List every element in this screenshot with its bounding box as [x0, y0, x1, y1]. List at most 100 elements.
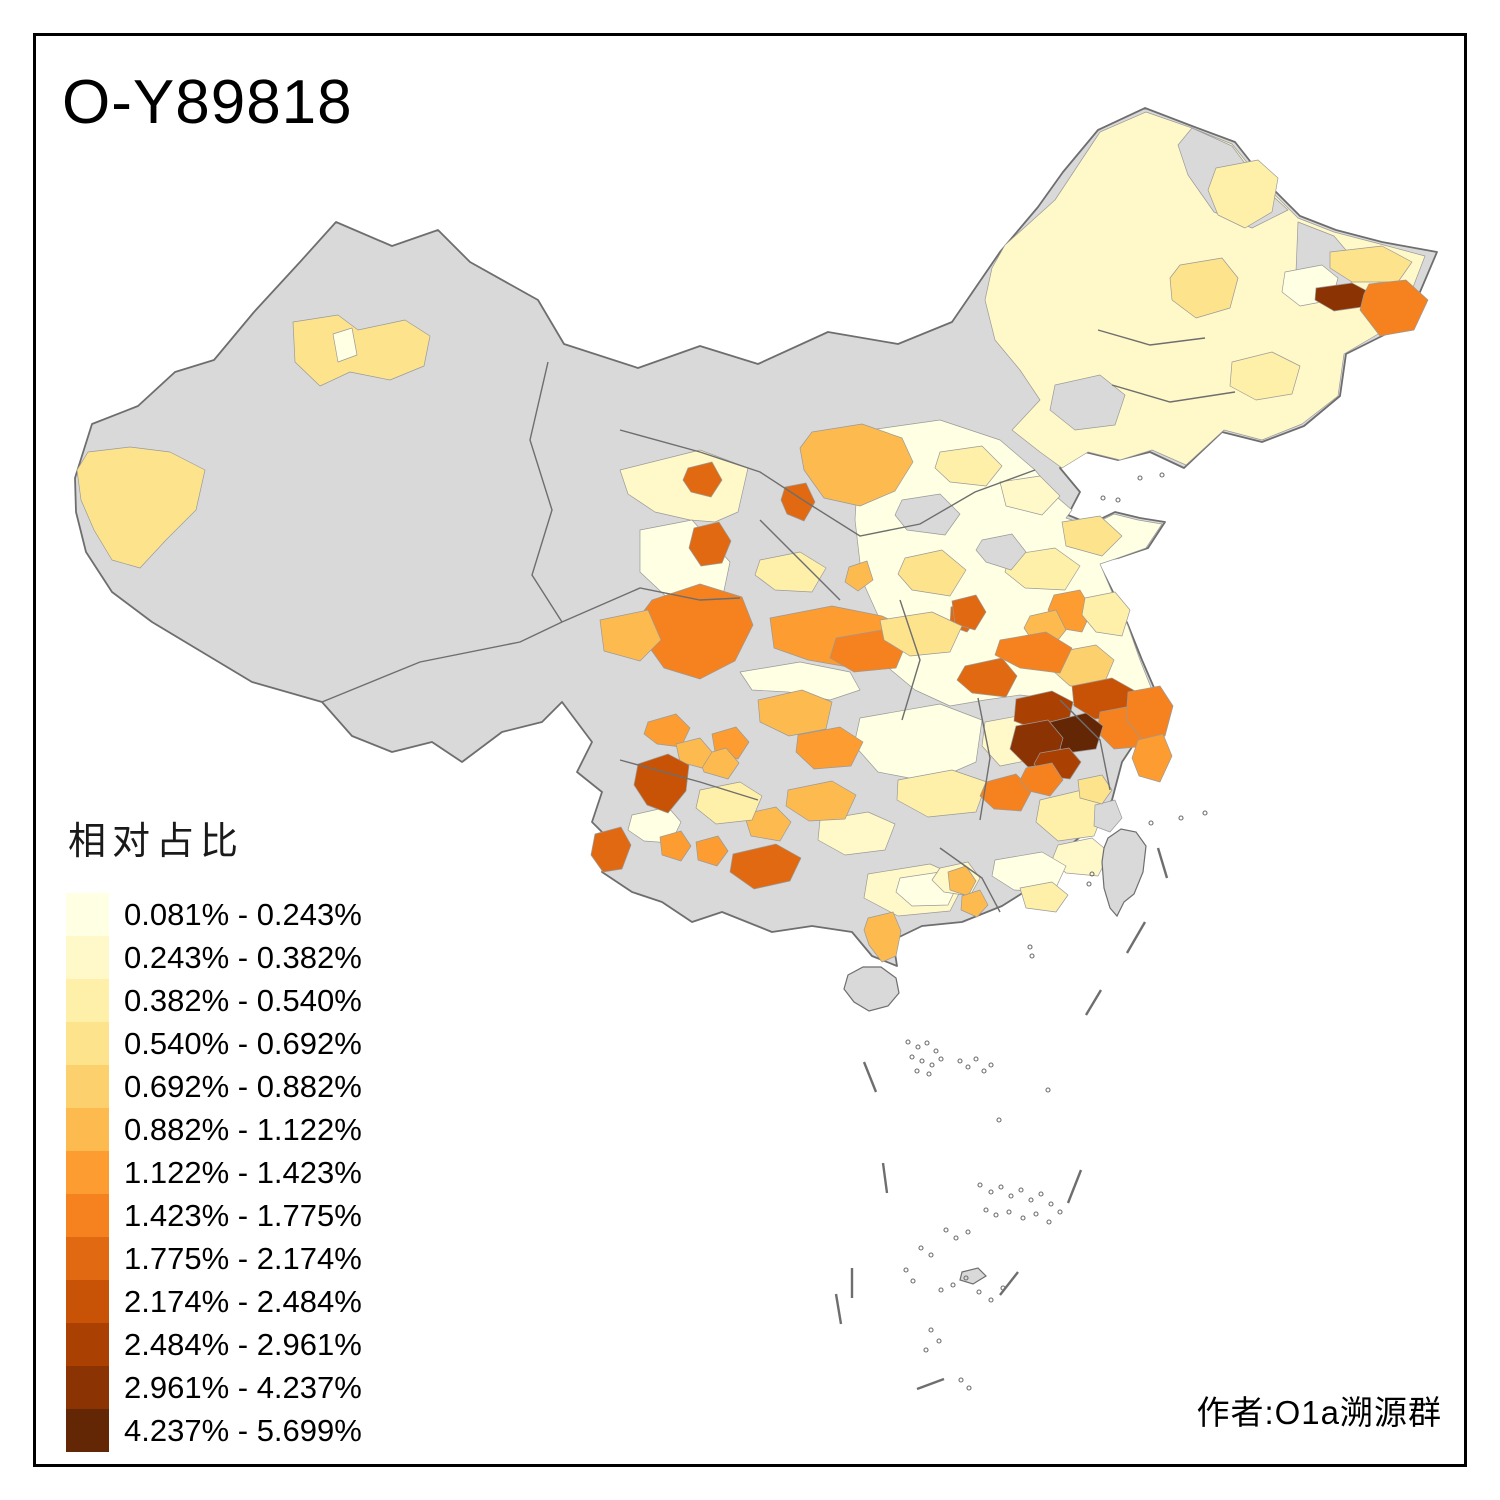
legend-label: 1.122% - 1.423%	[124, 1154, 362, 1190]
legend-label: 0.692% - 0.882%	[124, 1068, 362, 1104]
province-border-line	[899, 599, 921, 721]
map-region-xinjiang-north-cream	[332, 327, 358, 363]
nine-dash-segment	[862, 1061, 878, 1093]
small-island-dot	[950, 1282, 956, 1288]
map-region-zhejiang-south-orange	[1131, 733, 1173, 783]
map-region-zhejiang-coast-orange	[1125, 685, 1174, 742]
legend-swatch	[66, 1022, 109, 1065]
map-region-xinjiang-north-yellow	[292, 314, 431, 387]
map-region-hubei-west-yellow	[879, 611, 963, 657]
legend-title: 相对占比	[68, 821, 245, 863]
small-island-dot	[1020, 1215, 1026, 1221]
map-region-chongqing-orange	[795, 726, 864, 770]
legend-label: 0.243% - 0.382%	[124, 939, 362, 975]
map-region-hunan-yellow	[896, 769, 988, 818]
small-island-dot	[923, 1347, 929, 1353]
map-region-yunnan-orange-1	[659, 830, 692, 862]
small-island-dot	[963, 1275, 969, 1281]
small-island-dot	[1038, 1191, 1044, 1197]
legend-item: 0.882% - 1.122%	[66, 1108, 362, 1151]
legend-label: 1.423% - 1.775%	[124, 1197, 362, 1233]
map-region-jiangsu-coast-yellow	[1081, 591, 1131, 637]
map-region-chengdu-orange	[757, 689, 833, 737]
small-island-dot	[943, 1227, 949, 1233]
small-island-dot	[918, 1245, 924, 1251]
nine-dash-segment	[1156, 847, 1169, 879]
small-island-dot	[1018, 1187, 1024, 1193]
legend-item: 2.174% - 2.484%	[66, 1280, 362, 1323]
small-island-dot	[1027, 944, 1033, 950]
small-island-dot	[958, 1377, 964, 1383]
map-region-shanxi-orange-small	[844, 560, 874, 592]
legend-item: 1.423% - 1.775%	[66, 1194, 362, 1237]
map-region-innermongolia-orange	[799, 423, 914, 507]
legend-swatch	[66, 936, 109, 979]
small-island-dot	[1028, 1197, 1034, 1203]
map-region-fujian-gray	[1093, 799, 1123, 833]
nine-dash-segment	[1125, 921, 1147, 954]
legend-label: 1.775% - 2.174%	[124, 1240, 362, 1276]
legend-item: 4.237% - 5.699%	[66, 1409, 362, 1452]
legend-item: 0.540% - 0.692%	[66, 1022, 362, 1065]
map-region-hebei-yellow	[897, 549, 967, 597]
province-border-line	[619, 429, 1036, 537]
legend-label: 0.382% - 0.540%	[124, 982, 362, 1018]
small-island-dot	[924, 1040, 930, 1046]
map-region-yunnan-orange-2	[695, 835, 729, 867]
small-island-dot	[1029, 953, 1035, 959]
legend-item: 0.692% - 0.882%	[66, 1065, 362, 1108]
small-island-dot	[977, 1182, 983, 1188]
province-border-line	[759, 519, 841, 601]
nine-dash-segment	[916, 1377, 945, 1391]
small-island-dot	[1006, 1209, 1012, 1215]
map-region-xinjiang-kashgar-yellow	[76, 446, 206, 569]
small-island-dot	[988, 1062, 994, 1068]
small-island-dot	[1000, 1285, 1006, 1291]
province-border-line	[939, 847, 1001, 913]
legend-swatch	[66, 1151, 109, 1194]
small-island-dot	[957, 1058, 963, 1064]
map-region-ne-yellow-north	[1207, 159, 1279, 229]
legend-item: 0.081% - 0.243%	[66, 893, 362, 936]
small-island-dot	[1048, 1201, 1054, 1207]
legend-item: 1.775% - 2.174%	[66, 1237, 362, 1280]
map-region-yunnan-south-darkorange	[729, 843, 802, 890]
legend-swatch	[66, 1366, 109, 1409]
nine-dash-segment	[1084, 989, 1103, 1016]
legend-swatch	[66, 1409, 109, 1452]
small-island-dot	[981, 1068, 987, 1074]
map-region-jiangxi-orange	[979, 773, 1033, 812]
legend-item: 1.122% - 1.423%	[66, 1151, 362, 1194]
nine-dash-segment	[834, 1293, 843, 1325]
legend-label: 2.961% - 4.237%	[124, 1369, 362, 1405]
small-island-dot	[909, 1054, 915, 1060]
small-island-dot	[933, 1048, 939, 1054]
map-region-guizhou-orange-2	[743, 806, 792, 842]
map-region-ncp-gray-2	[975, 533, 1027, 571]
small-island-dot	[1178, 815, 1184, 821]
small-island-dot	[1046, 1219, 1052, 1225]
map-region-leizhou-orange	[863, 911, 902, 963]
small-island-dot	[1008, 1193, 1014, 1199]
small-island-dot	[914, 1068, 920, 1074]
small-island-dot	[938, 1056, 944, 1062]
map-region-henan-darkorange	[951, 594, 987, 631]
small-island-dot	[953, 1235, 959, 1241]
small-island-dot	[929, 1062, 935, 1068]
small-island-dot	[1089, 871, 1095, 877]
province-border-line	[977, 697, 991, 821]
nine-dash-segment	[881, 1162, 889, 1194]
legend-item: 0.382% - 0.540%	[66, 979, 362, 1022]
province-border-line	[1111, 384, 1236, 403]
small-island-dot	[915, 1044, 921, 1050]
map-region-shandong-south-yellow	[1004, 547, 1081, 591]
map-region-ningxia-darkorange	[682, 461, 723, 498]
small-island-dot	[965, 1229, 971, 1235]
small-island-dot	[1137, 475, 1143, 481]
legend-swatch	[66, 979, 109, 1022]
legend-item: 0.243% - 0.382%	[66, 936, 362, 979]
legend-label: 2.174% - 2.484%	[124, 1283, 362, 1319]
small-island-dot	[965, 1064, 971, 1070]
map-region-yunnan-yellow	[695, 781, 763, 825]
